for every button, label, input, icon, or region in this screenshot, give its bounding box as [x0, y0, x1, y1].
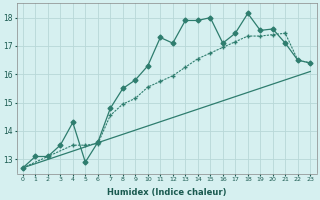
- X-axis label: Humidex (Indice chaleur): Humidex (Indice chaleur): [107, 188, 226, 197]
